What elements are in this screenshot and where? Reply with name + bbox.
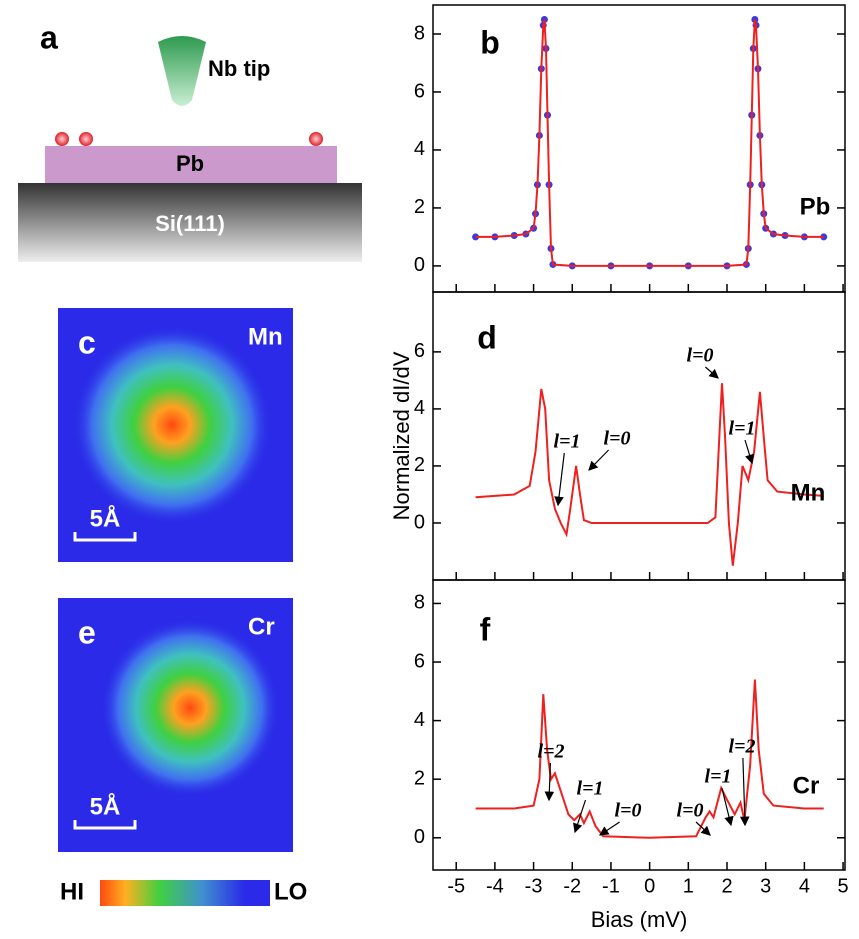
annotation: l=0 [604,428,631,450]
colorbar: HI LO [60,878,307,906]
x-axis-label: Bias (mV) [591,907,688,932]
annotation-arrow [598,821,620,836]
panel-label: f [480,611,491,647]
element-label: Cr [793,772,820,799]
curve [475,19,824,267]
x-tick-label: 1 [683,875,694,897]
annotation: l=0 [687,345,714,367]
annotation: l=2 [729,736,756,758]
panel-label: a [40,19,58,55]
panel-label: c [78,324,96,360]
plot-frame [432,579,846,871]
map-c: c Mn 5Å [58,308,293,562]
annotation-arrow [588,449,610,471]
y-tick-label: 8 [414,592,425,614]
substrate-label: Si(111) [155,211,225,236]
element-label: Mn [791,479,826,506]
annotation-arrow [739,757,750,827]
annotation: l=0 [677,800,704,822]
x-tick-label: 4 [799,875,810,897]
y-tick-label: 6 [414,340,425,362]
adatom [55,132,69,146]
y-axis-label: Normalized dI/dV [389,351,414,520]
scale-bar [73,820,137,830]
film-label: Pb [176,151,204,176]
annotation-arrow [705,366,719,379]
annotation: l=0 [615,800,642,822]
tip [158,36,206,106]
element-label: Mn [248,323,283,350]
x-tick-label: -3 [525,875,543,897]
annotation-arrow [544,762,555,802]
schematic: a Nb tip Pb Si(111) [18,19,362,262]
panel-label: e [78,614,96,650]
annotation-arrow [721,787,734,827]
element-label: Cr [248,613,275,640]
annotation-arrow [695,821,711,836]
y-tick-label: 2 [414,196,425,218]
blob [100,618,280,798]
substrate [18,183,362,262]
x-tick-label: 0 [644,875,655,897]
x-tick-label: -5 [447,875,465,897]
film [45,146,337,183]
colorbar-lo: LO [274,878,307,905]
annotation-arrow [554,452,565,507]
y-tick-label: 6 [414,80,425,102]
panel-label: d [477,319,497,355]
y-tick-label: 4 [414,397,425,419]
x-tick-label: 2 [721,875,732,897]
data-point [820,233,828,241]
y-tick-label: 6 [414,650,425,672]
element-label: Pb [800,193,831,220]
scale-label: 5Å [90,504,121,532]
y-tick-label: 2 [414,454,425,476]
annotation: l=2 [538,741,565,763]
y-tick-label: 4 [414,138,425,160]
curve [475,383,824,566]
annotation-arrow [573,799,587,834]
x-tick-label: 3 [760,875,771,897]
x-tick-label: -4 [486,875,504,897]
y-tick-label: 0 [414,254,425,276]
annotation: l=1 [729,418,756,440]
curve [475,679,824,839]
y-tick-label: 0 [414,826,425,848]
annotation: l=1 [554,431,581,453]
scale-label: 5Å [90,792,121,820]
x-tick-label: 5 [838,875,849,897]
annotation: l=1 [705,766,732,788]
y-tick-label: 8 [414,22,425,44]
y-tick-label: 0 [414,511,425,533]
colorbar-hi: HI [60,878,84,905]
adatom [79,132,93,146]
adatom [309,132,323,146]
annotation: l=1 [577,778,604,800]
annotation-arrow [744,439,755,465]
map-e: e Cr 5Å [58,598,293,852]
y-tick-label: 2 [414,767,425,789]
panel-label: b [480,24,500,60]
blob [72,325,272,525]
y-tick-label: 4 [414,709,425,731]
colorbar-gradient [100,880,270,906]
x-tick-label: -1 [602,875,620,897]
data-point [472,233,480,241]
x-tick-label: -2 [563,875,581,897]
tip-label: Nb tip [208,56,270,81]
scale-bar [73,532,137,542]
